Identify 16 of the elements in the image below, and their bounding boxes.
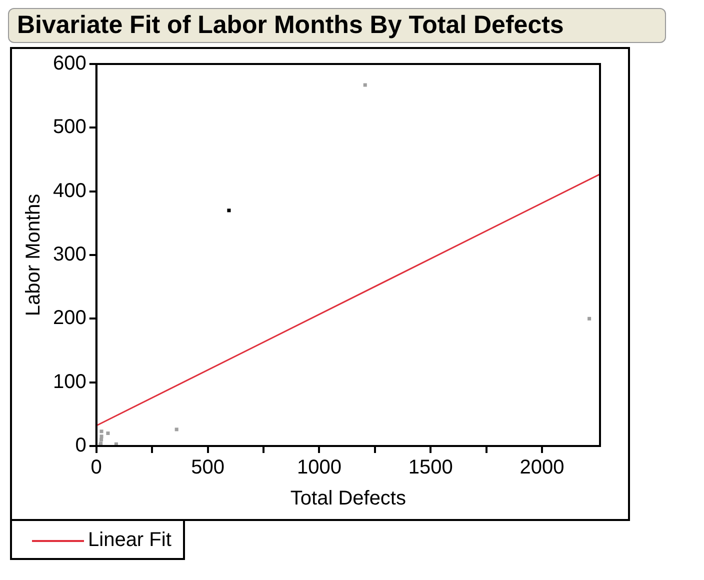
y-tick-label: 400 [52, 180, 86, 202]
y-axis-title: Labor Months [22, 194, 45, 316]
y-tick-label: 0 [75, 434, 86, 457]
y-tick-label: 600 [52, 52, 86, 75]
x-tick-label: 1000 [296, 456, 342, 479]
x-tick-label: 1500 [408, 456, 453, 479]
legend-label: Linear Fit [88, 529, 172, 552]
x-tick-label: 0 [90, 456, 102, 479]
y-tick-label: 200 [52, 307, 86, 330]
y-tick-label: 300 [52, 244, 86, 266]
x-axis-title: Total Defects [290, 488, 406, 510]
y-tick-label: 100 [52, 370, 86, 393]
x-tick-label: 2000 [520, 456, 564, 479]
x-tick-label: 500 [191, 456, 224, 479]
y-tick-label: 500 [52, 116, 86, 138]
chart-title: Bivariate Fit of Labor Months By Total Defects [8, 8, 666, 43]
